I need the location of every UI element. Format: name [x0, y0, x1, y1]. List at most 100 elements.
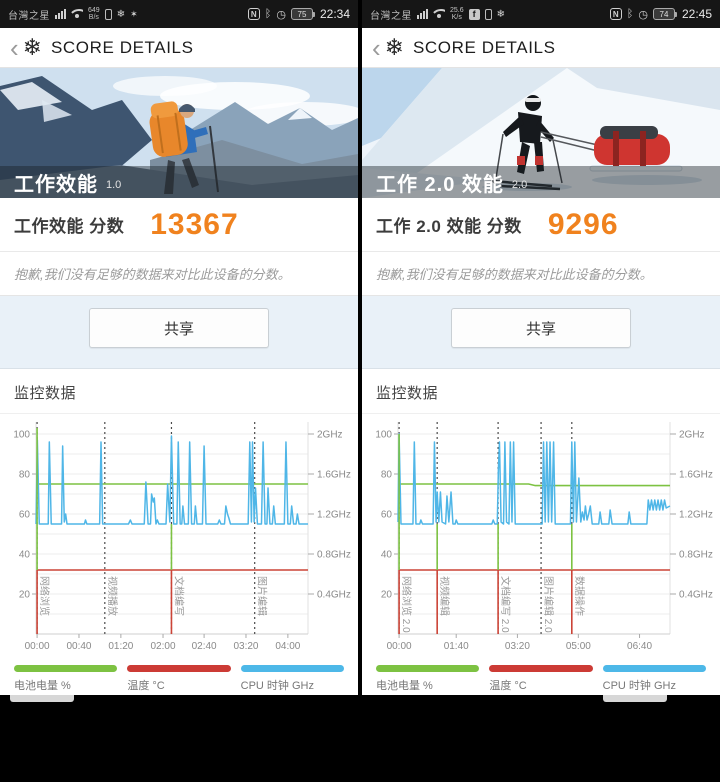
next-card-edge [10, 695, 74, 702]
svg-text:视频编辑: 视频编辑 [438, 576, 451, 616]
nfc-icon: N [247, 8, 260, 20]
monitoring-title: 监控数据 [362, 369, 720, 414]
svg-text:20: 20 [381, 590, 393, 601]
legend-swatch-cpu [602, 665, 706, 672]
svg-text:06:40: 06:40 [627, 641, 652, 652]
svg-text:0.8GHz: 0.8GHz [679, 550, 713, 561]
legend-label-battery: 电池电量 % [376, 680, 433, 692]
chart-legend: 电池电量 % 温度 °C CPU 时钟 GHz [0, 665, 358, 693]
section-gap [362, 360, 720, 368]
phone-screenshot-work-2: 台灣之星 25.6 K/s f ❄ N ᛒ ◷ 74 22:45 ‹ [362, 0, 720, 695]
pcmark-logo-icon: ❄ [22, 34, 42, 60]
score-label: 工作效能 分数 [14, 217, 125, 236]
skier-figure [491, 95, 603, 191]
svg-text:01:40: 01:40 [444, 641, 469, 652]
line-chart: 100 80 60 40 20 2GHz 1.6GHz 1.2GHz 0.8GHz 0.4GHz 0… [13, 422, 351, 652]
svg-text:80: 80 [19, 470, 31, 481]
legend-label-temperature: 温度 °C [127, 680, 165, 692]
legend-item-battery: 电池电量 % [376, 665, 480, 693]
svg-text:02:00: 02:00 [151, 641, 176, 652]
net-speed-unit: K/s [451, 14, 462, 21]
status-time: 22:34 [319, 7, 350, 21]
legend-swatch-cpu [240, 665, 344, 672]
svg-text:1.2GHz: 1.2GHz [317, 510, 351, 521]
skier-illustration [362, 68, 720, 198]
share-button[interactable]: 共享 [89, 308, 269, 348]
svg-text:0.8GHz: 0.8GHz [317, 550, 351, 561]
page-title: SCORE DETAILS [50, 37, 194, 57]
svg-text:视频播放: 视频播放 [106, 576, 119, 616]
legend-label-temperature: 温度 °C [489, 680, 527, 692]
line-chart: 100 80 60 40 20 2GHz 1.6GHz 1.2GHz 0.8GHz 0.4GHz 0… [375, 422, 713, 652]
share-button[interactable]: 共享 [451, 308, 631, 348]
hiker-figure [149, 101, 219, 194]
benchmark-version: 2.0 [511, 179, 528, 191]
svg-text:网络浏览 2.0: 网络浏览 2.0 [400, 576, 413, 633]
app-notification-icon: ✶ [130, 8, 138, 19]
battery-saver-icon [484, 8, 492, 20]
bluetooth-icon: ᛒ [626, 8, 634, 20]
share-section: 共享 [362, 296, 720, 360]
svg-text:02:40: 02:40 [192, 641, 217, 652]
battery-indicator: 75 [290, 8, 315, 20]
svg-text:20: 20 [19, 590, 31, 601]
legend-item-temperature: 温度 °C [489, 665, 593, 693]
benchmark-version: 1.0 [106, 179, 122, 191]
legend-item-battery: 电池电量 % [14, 665, 118, 693]
svg-text:图片编辑: 图片编辑 [256, 576, 269, 616]
battery-indicator: 74 [652, 8, 677, 20]
svg-text:03:20: 03:20 [233, 641, 258, 652]
svg-text:40: 40 [381, 550, 393, 561]
benchmark-title: 工作效能 [14, 173, 98, 196]
svg-text:2GHz: 2GHz [317, 430, 343, 441]
svg-text:数据操作: 数据操作 [573, 576, 586, 616]
svg-text:网络浏览: 网络浏览 [38, 576, 51, 616]
no-comparison-message: 抱歉,我们没有足够的数据来对比此设备的分数。 [362, 252, 720, 296]
carrier-label: 台灣之星 [8, 10, 50, 22]
pcmark-logo-icon: ❄ [384, 34, 404, 60]
next-card-edge [603, 695, 667, 702]
hero-title-band: 工作效能 1.0 [0, 166, 358, 198]
svg-text:0.4GHz: 0.4GHz [679, 590, 713, 601]
pcmark-notification-icon: ❄ [116, 8, 126, 20]
carrier-label: 台灣之星 [370, 10, 412, 22]
no-comparison-message: 抱歉,我们没有足够的数据来对比此设备的分数。 [0, 252, 358, 296]
monitoring-section: 监控数据 100 80 60 40 20 2GHz 1.6GHz 1.2GHz 0.8GHz 0.… [0, 368, 358, 695]
network-speed: 649 B/s [88, 7, 100, 21]
legend-swatch-battery [376, 665, 480, 672]
bluetooth-icon: ᛒ [264, 8, 272, 20]
legend-swatch-temperature [127, 665, 231, 672]
svg-text:文档编写: 文档编写 [172, 576, 185, 616]
score-row: 工作 2.0 效能 分数 9296 [362, 198, 720, 252]
svg-text:60: 60 [381, 510, 393, 521]
svg-text:80: 80 [381, 470, 393, 481]
legend-item-cpu: CPU 时钟 GHz [240, 665, 344, 693]
hero-image-hiker: 工作效能 1.0 [0, 68, 358, 198]
legend-label-cpu: CPU 时钟 GHz [240, 680, 314, 692]
hero-image-skier: 工作 2.0 效能 2.0 [362, 68, 720, 198]
svg-text:图片编辑 2.0: 图片编辑 2.0 [542, 576, 555, 633]
status-time: 22:45 [681, 7, 712, 21]
svg-text:1.2GHz: 1.2GHz [679, 510, 713, 521]
monitoring-section: 监控数据 100 80 60 40 20 2GHz 1.6GHz 1.2GHz 0.8GHz 0.… [362, 368, 720, 695]
facebook-icon: f [468, 8, 480, 20]
hero-title-band: 工作 2.0 效能 2.0 [362, 166, 720, 198]
net-speed-value: 649 [88, 7, 100, 14]
svg-text:00:00: 00:00 [25, 641, 50, 652]
svg-text:00:00: 00:00 [387, 641, 412, 652]
status-bar: 台灣之星 25.6 K/s f ❄ N ᛒ ◷ 74 22:45 [362, 0, 720, 28]
phone-screenshot-work-1: 台灣之星 649 B/s ❄ ✶ N ᛒ ◷ 75 22:34 ‹ ❄ [0, 0, 358, 695]
net-speed-unit: B/s [88, 14, 99, 21]
nfc-icon: N [609, 8, 622, 20]
wifi-icon [433, 9, 445, 19]
monitoring-title: 监控数据 [0, 369, 358, 414]
legend-label-cpu: CPU 时钟 GHz [602, 680, 676, 692]
monitoring-chart: 100 80 60 40 20 2GHz 1.6GHz 1.2GHz 0.8GHz 0.4GHz 0… [362, 414, 720, 663]
sled-bag [589, 126, 683, 172]
svg-text:0.4GHz: 0.4GHz [317, 590, 351, 601]
score-label: 工作 2.0 效能 分数 [376, 217, 522, 236]
back-chevron-icon[interactable]: ‹ [372, 32, 381, 63]
back-chevron-icon[interactable]: ‹ [10, 32, 19, 63]
svg-text:100: 100 [375, 430, 392, 441]
